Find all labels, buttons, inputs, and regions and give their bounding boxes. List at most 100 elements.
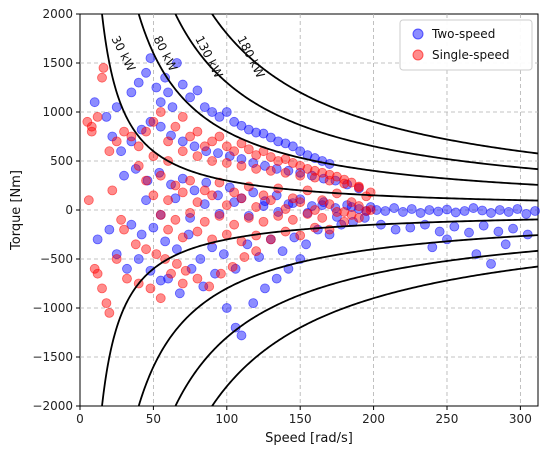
power-curve-180kw-motoring [211, 13, 539, 155]
point-two-speed-28 [287, 141, 298, 152]
point-single-speed-86 [354, 201, 364, 211]
point-two-speed-122 [218, 249, 229, 260]
point-two-speed-17 [207, 107, 218, 117]
point-two-speed-88 [450, 207, 461, 218]
x-tick-label-5: 250 [436, 412, 459, 426]
point-two-speed-96 [521, 209, 532, 219]
point-single-speed-134 [111, 254, 122, 264]
point-two-speed-111 [486, 258, 496, 269]
point-two-speed-127 [277, 246, 288, 257]
legend-label-single-speed: Single-speed [432, 48, 509, 62]
point-two-speed-62 [177, 173, 188, 184]
point-two-speed-85 [424, 205, 435, 215]
point-two-speed-140 [221, 303, 232, 313]
y-tick-label-1: −1500 [32, 350, 73, 364]
point-single-speed-103 [163, 224, 173, 235]
point-two-speed-83 [406, 204, 417, 214]
point-two-speed-35 [116, 146, 127, 157]
point-single-speed-129 [251, 246, 262, 257]
point-two-speed-86 [433, 206, 444, 217]
point-single-speed-145 [107, 185, 118, 196]
point-single-speed-9 [141, 126, 151, 137]
point-two-speed-149 [122, 263, 132, 274]
point-two-speed-152 [155, 275, 166, 286]
point-two-speed-0 [89, 97, 100, 108]
point-single-speed-118 [130, 239, 141, 250]
power-curve-130kw-motoring [174, 13, 539, 171]
point-single-speed-104 [177, 232, 188, 243]
y-tick-label-5: 500 [50, 154, 73, 168]
point-single-speed-144 [89, 263, 100, 274]
point-single-speed-59 [185, 175, 195, 186]
point-single-speed-14 [177, 112, 188, 122]
point-two-speed-113 [427, 242, 438, 253]
point-two-speed-57 [119, 170, 129, 181]
point-two-speed-58 [130, 163, 141, 174]
point-single-speed-74 [177, 187, 188, 198]
point-two-speed-39 [155, 121, 166, 132]
point-single-speed-15 [185, 131, 195, 142]
point-single-speed-117 [119, 224, 129, 235]
point-single-speed-84 [324, 199, 335, 210]
point-two-speed-138 [198, 281, 209, 292]
point-single-speed-80 [265, 195, 276, 206]
point-single-speed-3 [98, 63, 109, 73]
point-two-speed-139 [210, 268, 220, 279]
point-two-speed-64 [201, 177, 212, 188]
point-two-speed-102 [434, 226, 445, 237]
point-two-speed-44 [213, 148, 223, 159]
point-single-speed-112 [295, 230, 306, 241]
point-single-speed-132 [101, 298, 112, 309]
point-single-speed-88 [155, 209, 166, 220]
point-single-speed-50 [295, 170, 306, 181]
point-single-speed-122 [171, 258, 182, 269]
x-tick-label-0: 0 [76, 412, 84, 426]
point-single-speed-17 [199, 141, 210, 152]
point-single-speed-119 [141, 244, 151, 255]
point-single-speed-120 [151, 249, 162, 260]
power-curve-30kw-motoring [101, 13, 539, 202]
x-tick-label-6: 300 [509, 412, 532, 426]
point-two-speed-135 [163, 273, 173, 284]
y-axis-label: Torque [Nm] [9, 170, 24, 251]
plot-area: 30 kW 80 kW 130 kW 180 kW [79, 13, 540, 407]
point-single-speed-34 [324, 169, 335, 180]
point-single-speed-99 [317, 212, 328, 223]
point-single-speed-101 [346, 209, 357, 220]
point-two-speed-65 [213, 190, 223, 201]
point-two-speed-163 [258, 201, 269, 211]
point-two-speed-26 [273, 136, 284, 147]
point-single-speed-13 [170, 121, 181, 132]
point-two-speed-159 [199, 199, 210, 210]
point-two-speed-19 [221, 107, 232, 117]
point-single-speed-19 [214, 131, 225, 142]
point-single-speed-20 [221, 141, 232, 152]
point-single-speed-64 [258, 190, 269, 201]
point-single-speed-33 [317, 167, 328, 178]
point-single-speed-2 [97, 72, 107, 83]
point-two-speed-124 [242, 239, 253, 250]
point-two-speed-155 [141, 195, 151, 206]
point-two-speed-16 [199, 102, 210, 112]
point-single-speed-45 [221, 158, 232, 168]
point-single-speed-128 [239, 252, 250, 262]
point-single-speed-108 [236, 236, 247, 247]
y-tick-label-8: 2000 [42, 7, 73, 21]
y-axis-ticks: −2000 −1500 −1000 −500 0 500 1000 1500 2000 [32, 7, 80, 413]
power-curves [101, 13, 539, 407]
point-single-speed-73 [163, 195, 173, 206]
point-single-speed-58 [170, 180, 181, 191]
y-tick-label-3: −500 [40, 252, 73, 266]
point-two-speed-80 [380, 206, 391, 216]
point-single-speed-27 [273, 156, 284, 166]
point-two-speed-143 [248, 298, 259, 309]
point-single-speed-85 [339, 207, 350, 217]
point-single-speed-133 [104, 307, 115, 318]
point-single-speed-115 [339, 216, 350, 227]
point-single-speed-62 [229, 187, 240, 198]
point-single-speed-127 [227, 261, 238, 272]
point-single-speed-143 [86, 126, 97, 137]
point-single-speed-81 [280, 204, 291, 214]
point-two-speed-13 [177, 79, 188, 90]
point-two-speed-114 [126, 219, 137, 230]
